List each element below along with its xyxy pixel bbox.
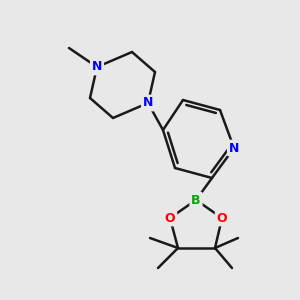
Text: O: O [217,212,227,224]
Text: B: B [191,194,201,206]
Text: N: N [229,142,239,154]
Text: O: O [165,212,175,224]
Text: N: N [143,97,153,110]
Text: N: N [92,61,102,74]
